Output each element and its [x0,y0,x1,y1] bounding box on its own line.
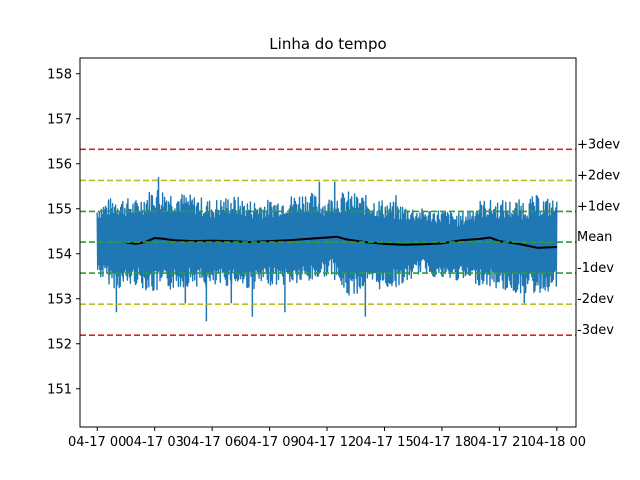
axes-frame [79,57,577,428]
y-tick-label: 154 [47,247,72,262]
x-tick-label: 04-17 15 [355,435,413,450]
reference-label: +1dev [577,199,620,214]
y-tick-label: 152 [47,337,72,352]
x-tick-label: 04-17 18 [413,435,471,450]
x-tick-label: 04-17 00 [68,435,126,450]
reference-label: -1dev [577,261,614,276]
chart-title: Linha do tempo [269,35,386,53]
x-tick-label: 04-17 06 [183,435,241,450]
y-tick-label: 153 [47,292,72,307]
reference-label: -3dev [577,323,614,338]
x-tick-label: 04-17 12 [298,435,356,450]
y-tick-label: 158 [47,67,72,82]
reference-label: Mean [577,230,612,245]
reference-label: +3dev [577,137,620,152]
reference-lines: +3dev +2dev +1dev Mean -1dev -2dev -3dev [80,137,620,338]
y-tick-label: 156 [47,157,72,172]
reference-label: -2dev [577,292,614,307]
y-tick-label: 157 [47,112,72,127]
rolling-mean-line [125,235,557,249]
plot-area [96,177,558,322]
x-tick-label: 04-17 03 [125,435,183,450]
x-tick-label: 04-17 21 [470,435,528,450]
x-tick-label: 04-18 00 [528,435,586,450]
y-tick-label: 151 [47,382,72,397]
reference-label: +2dev [577,168,620,183]
y-tick-label: 155 [47,202,72,217]
x-tick-label: 04-17 09 [240,435,298,450]
